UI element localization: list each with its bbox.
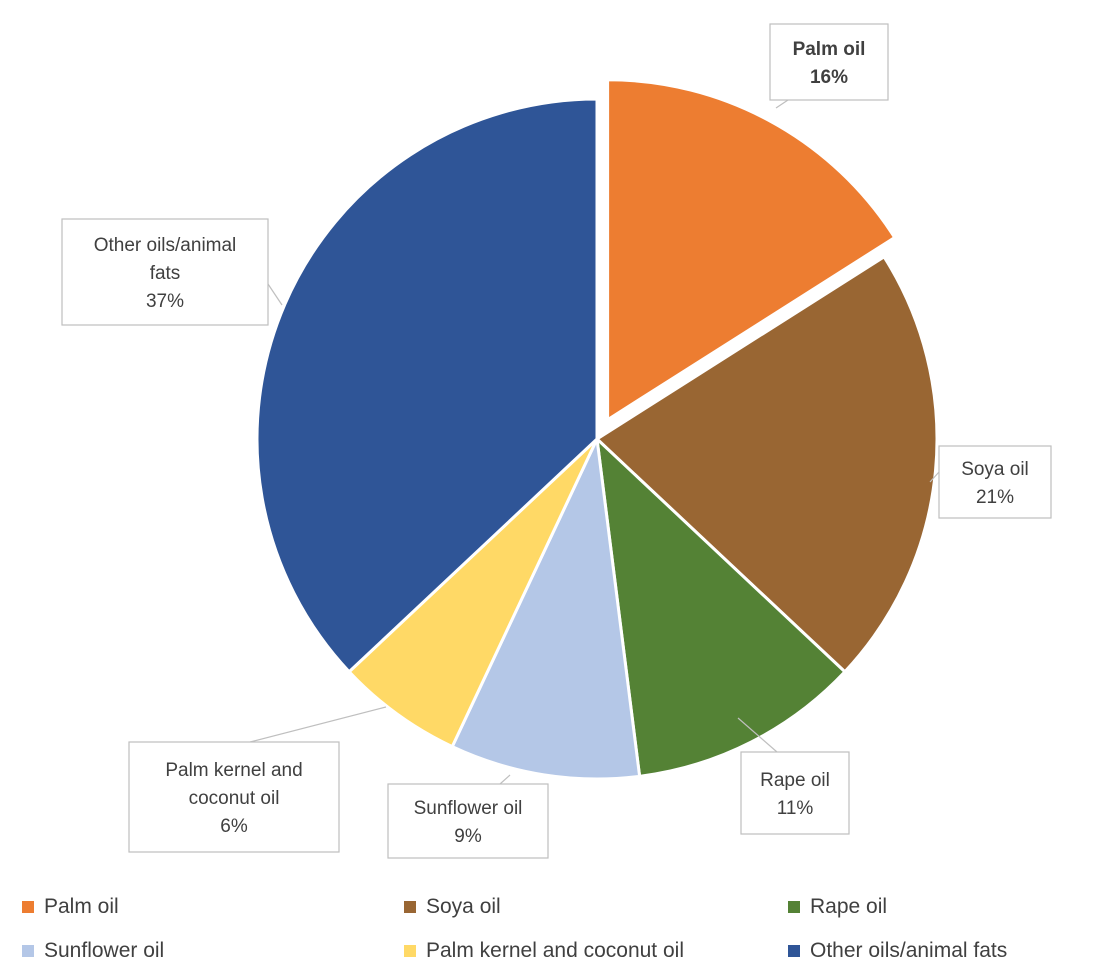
legend-label: Other oils/animal fats xyxy=(810,939,1008,962)
data-label-category: Palm kernel and xyxy=(165,760,302,781)
data-label-category: fats xyxy=(150,263,181,284)
data-label-rape-oil: Rape oil 11% xyxy=(737,717,850,835)
label-box xyxy=(61,218,269,326)
legend-item-other-oils-animal-fats: Other oils/animal fats xyxy=(788,936,1007,966)
pie-slice-sunflower-oil xyxy=(450,433,642,781)
legend-item-sunflower-oil: Sunflower oil xyxy=(22,936,164,966)
legend-label: Rape oil xyxy=(810,895,888,918)
data-label-category: Sunflower oil xyxy=(414,798,523,819)
legend-swatch xyxy=(788,945,800,957)
label-box xyxy=(740,751,850,835)
data-label-value: 37% xyxy=(146,291,184,312)
data-label-sunflower-oil: Sunflower oil 9% xyxy=(387,774,549,859)
legend-item-palm-kernel-and-coconut-oil: Palm kernel and coconut oil xyxy=(404,936,684,966)
legend-swatch xyxy=(404,945,416,957)
legend-label: Palm kernel and coconut oil xyxy=(426,939,684,962)
leader-line xyxy=(775,99,789,109)
legend-label: Palm oil xyxy=(44,895,119,918)
data-label-value: 16% xyxy=(810,67,848,88)
label-box xyxy=(387,783,549,859)
data-label-category: Palm oil xyxy=(793,39,866,60)
legend-swatch xyxy=(22,945,34,957)
data-label-value: 9% xyxy=(454,826,482,847)
pie-slice-other-oils-animal-fats xyxy=(255,97,599,674)
pie-slice-palm-oil xyxy=(606,78,897,423)
data-labels: Palm oil 16% Soya oil 21% Rape oil 11% Sunflow… xyxy=(61,23,1052,859)
data-label-category: Other oils/animal xyxy=(94,235,237,256)
pie-slice-palm-kernel-and-coconut-oil xyxy=(347,437,599,749)
leader-line xyxy=(249,706,387,743)
leader-line xyxy=(929,471,940,483)
data-label-value: 6% xyxy=(220,816,248,837)
data-label-value: 11% xyxy=(777,798,814,819)
pie-slices xyxy=(255,78,939,781)
legend-item-palm-oil: Palm oil xyxy=(22,892,119,922)
pie-chart: Palm oil 16% Soya oil 21% Rape oil 11% Sunflow… xyxy=(61,23,1052,859)
label-box xyxy=(128,741,340,853)
legend-swatch xyxy=(22,901,34,913)
data-label-value: 21% xyxy=(976,487,1014,508)
legend-item-soya-oil: Soya oil xyxy=(404,892,501,922)
chart-legend: Palm oil Soya oil Rape oil Sunflower oil Pal… xyxy=(0,888,1096,966)
data-label-category: Rape oil xyxy=(760,770,830,791)
data-label-category: Soya oil xyxy=(961,459,1029,480)
legend-label: Sunflower oil xyxy=(44,939,165,962)
label-box xyxy=(938,445,1052,519)
data-label-category: coconut oil xyxy=(189,788,280,809)
legend-item-rape-oil: Rape oil xyxy=(788,892,887,922)
legend-swatch xyxy=(404,901,416,913)
pie-slice-soya-oil xyxy=(594,254,939,674)
data-label-palm-oil: Palm oil 16% xyxy=(769,23,889,109)
data-label-other-oils-animal-fats: Other oils/animal fats 37% xyxy=(61,218,283,326)
leader-line xyxy=(499,774,511,785)
legend-label: Soya oil xyxy=(426,895,501,918)
legend-swatch xyxy=(788,901,800,913)
leader-line xyxy=(737,717,778,753)
label-box xyxy=(769,23,889,101)
data-label-soya-oil: Soya oil 21% xyxy=(929,445,1052,519)
data-label-palm-kernel-and-coconut-oil: Palm kernel and coconut oil 6% xyxy=(128,706,387,853)
leader-line xyxy=(267,283,283,306)
pie-slice-rape-oil xyxy=(594,435,847,778)
